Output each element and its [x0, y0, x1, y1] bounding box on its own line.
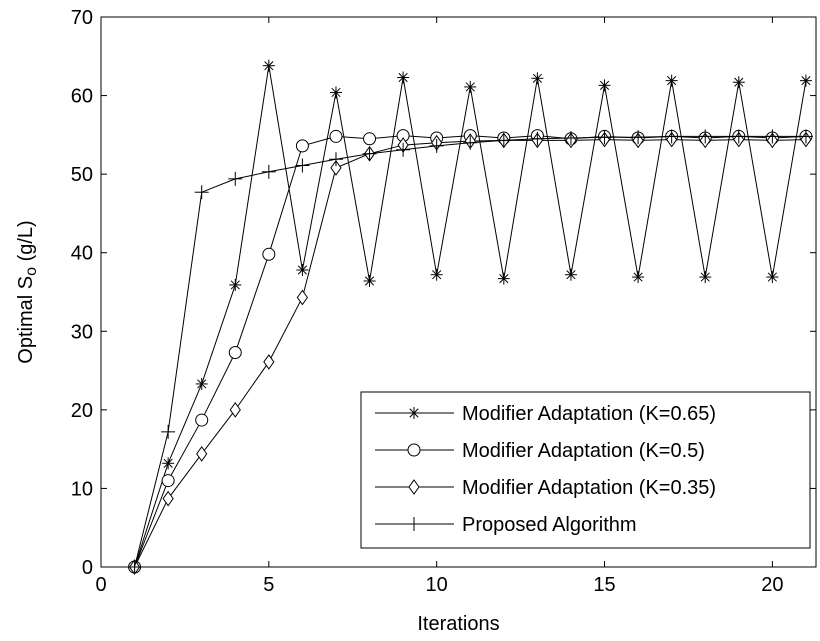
data-point	[328, 152, 343, 167]
data-point	[363, 275, 376, 287]
y-axis-label-unit: (g/L)	[15, 220, 37, 267]
axis-ticks: 0 5 10 15 20 0 10 20 30 40 50 60 70	[71, 7, 816, 596]
y-axis-label: Optimal So (g/L)	[15, 220, 40, 363]
legend-label: Modifier Adaptation (K=0.65)	[462, 403, 716, 425]
data-point	[296, 264, 309, 276]
y-axis-label-subscript: o	[23, 267, 40, 276]
legend-label: Modifier Adaptation (K=0.5)	[462, 440, 705, 462]
data-point	[731, 129, 746, 144]
data-point	[162, 457, 175, 470]
data-point	[429, 138, 444, 153]
data-point	[195, 413, 209, 427]
data-point	[699, 271, 712, 284]
data-point	[261, 164, 276, 179]
data-point	[631, 130, 646, 145]
data-point	[530, 131, 545, 146]
legend-item: Modifier Adaptation (K=0.35)	[375, 477, 716, 499]
y-tick-label: 0	[82, 557, 93, 579]
data-point	[766, 271, 779, 284]
data-point	[362, 146, 377, 161]
data-point	[598, 79, 611, 92]
data-point	[161, 474, 175, 488]
y-tick-label: 40	[71, 243, 93, 265]
data-point	[632, 271, 645, 284]
plot-border	[100, 16, 817, 568]
legend-box	[360, 391, 811, 549]
data-point	[732, 76, 745, 89]
data-point	[194, 185, 209, 200]
data-point	[497, 272, 510, 285]
y-tick-label: 10	[71, 478, 93, 500]
data-point	[496, 133, 511, 148]
data-point	[564, 268, 577, 281]
data-point	[664, 129, 679, 144]
data-point	[363, 132, 377, 146]
data-point	[430, 268, 443, 281]
legend-item: Modifier Adaptation (K=0.5)	[375, 440, 705, 462]
data-point	[295, 158, 310, 173]
data-point	[330, 159, 342, 176]
series-asterisk	[128, 59, 812, 573]
data-point	[228, 171, 243, 186]
data-point	[295, 139, 309, 153]
data-point	[597, 130, 612, 145]
data-point	[798, 129, 813, 144]
data-point	[408, 479, 420, 495]
data-point	[799, 74, 812, 87]
data-point	[263, 354, 275, 370]
data-point	[464, 80, 477, 93]
legend-item: Modifier Adaptation (K=0.65)	[375, 403, 716, 425]
x-tick-label: 0	[95, 574, 106, 596]
data-point	[329, 86, 342, 99]
legend-label: Modifier Adaptation (K=0.35)	[462, 477, 716, 499]
data-point	[396, 142, 411, 157]
y-tick-label: 60	[71, 86, 93, 108]
x-tick-label: 5	[263, 574, 274, 596]
series-plus	[127, 129, 813, 574]
plot-frame	[100, 16, 817, 568]
data-point	[127, 560, 142, 574]
y-axis-label-base: Optimal S	[15, 276, 37, 364]
y-tick-label: 20	[71, 400, 93, 422]
y-tick-label: 30	[71, 321, 93, 343]
legend: Modifier Adaptation (K=0.65) Modifier Ada…	[360, 391, 811, 549]
data-point	[397, 71, 410, 84]
data-point	[229, 278, 242, 291]
series-layer	[127, 59, 813, 575]
x-tick-label: 10	[426, 574, 448, 596]
data-point	[407, 517, 421, 531]
legend-item: Proposed Algorithm	[375, 514, 637, 536]
data-point	[161, 424, 176, 439]
data-point	[228, 346, 242, 359]
data-point	[262, 247, 276, 261]
legend-label: Proposed Algorithm	[462, 514, 637, 536]
data-point	[408, 407, 420, 419]
data-point	[531, 72, 544, 85]
data-point	[296, 289, 309, 306]
data-point	[665, 74, 678, 87]
data-point	[765, 129, 780, 144]
y-tick-label: 70	[71, 7, 93, 29]
data-point	[563, 131, 578, 145]
data-point	[262, 59, 275, 72]
data-point	[407, 443, 421, 457]
x-tick-label: 15	[593, 574, 615, 596]
data-point	[229, 401, 241, 418]
x-axis-label: Iterations	[417, 613, 499, 635]
data-point	[698, 129, 713, 144]
y-tick-label: 50	[71, 164, 93, 186]
x-tick-label: 20	[761, 574, 783, 596]
data-point	[195, 377, 208, 390]
data-point	[196, 445, 208, 462]
data-point	[162, 490, 174, 507]
data-point	[463, 135, 478, 150]
data-point	[329, 129, 343, 143]
